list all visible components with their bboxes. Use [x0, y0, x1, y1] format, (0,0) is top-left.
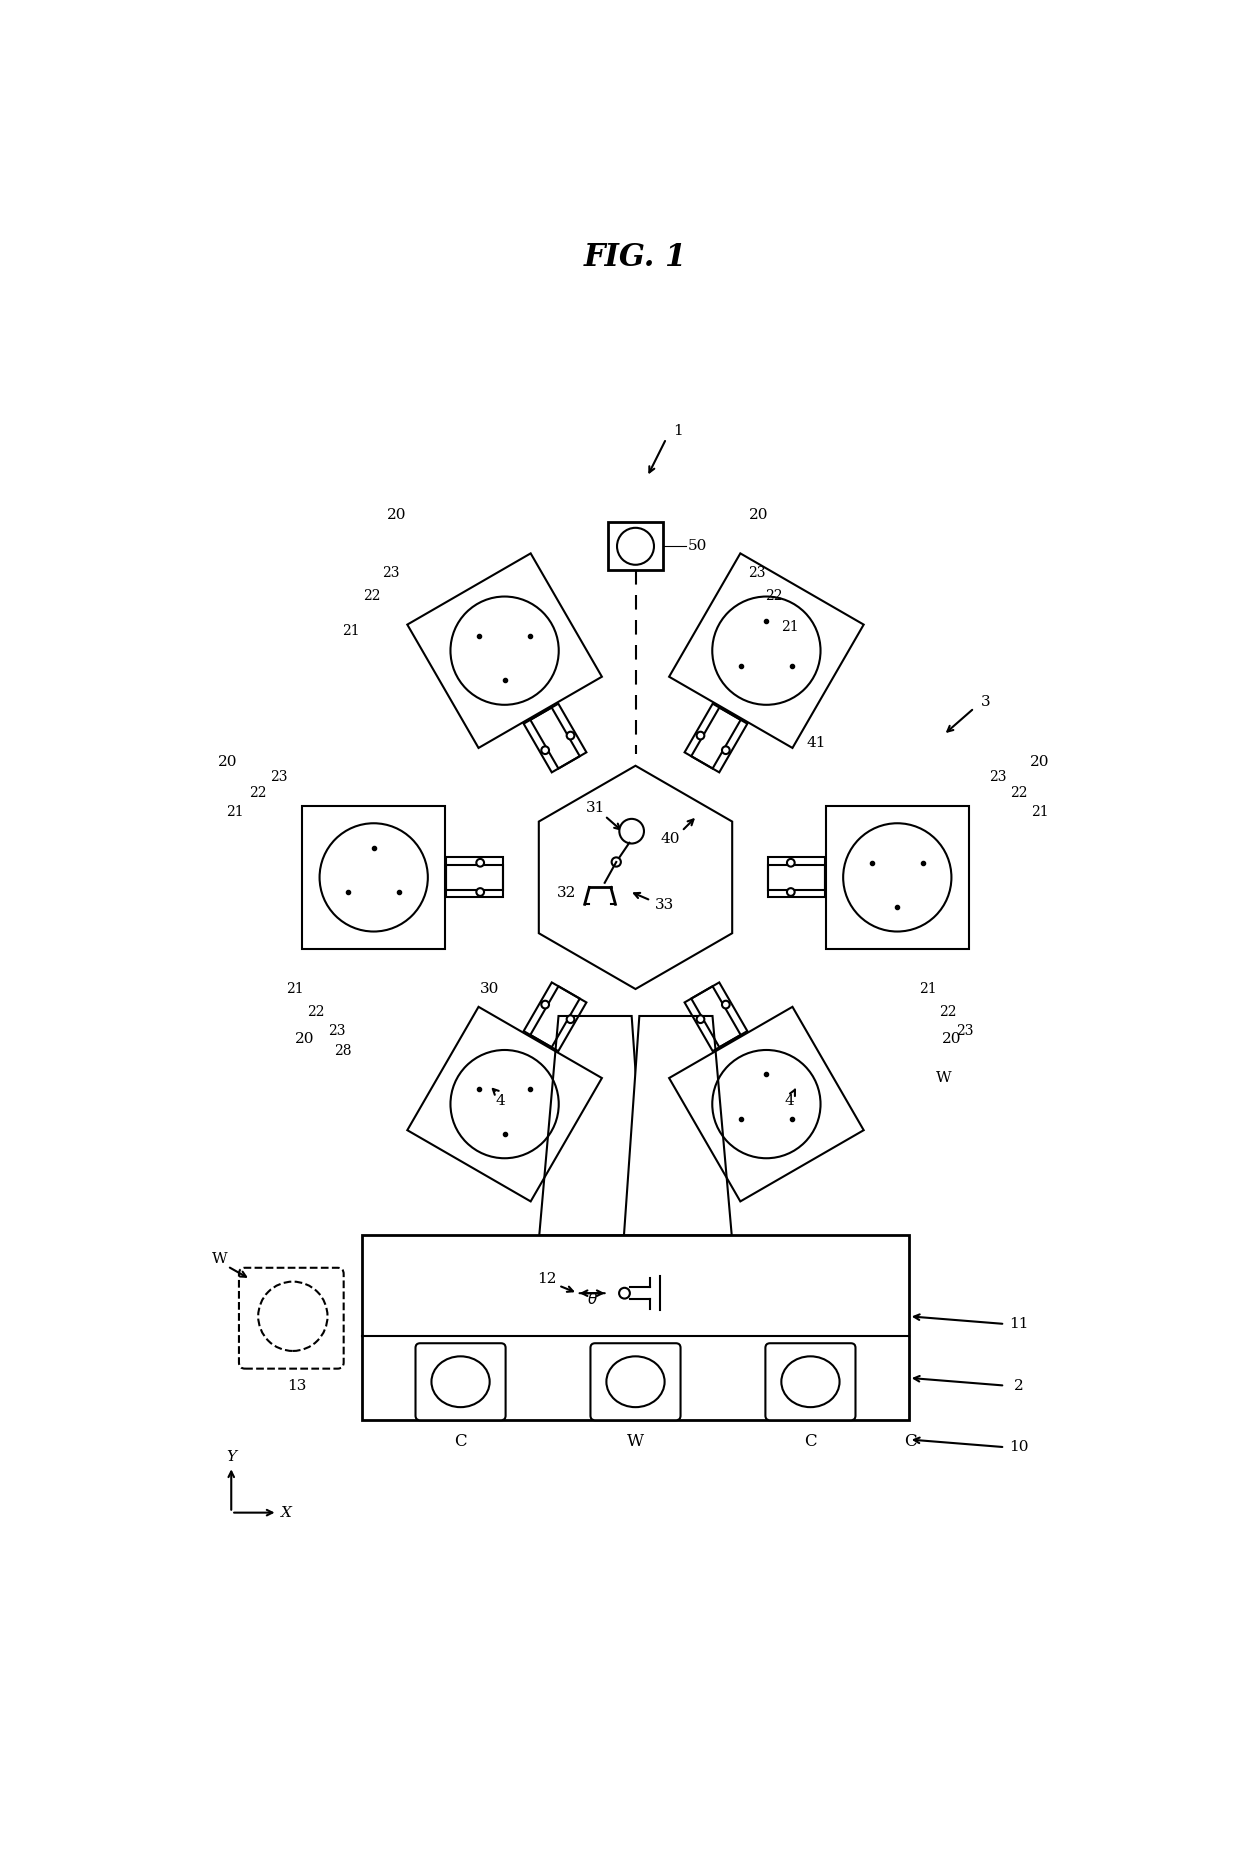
Text: 22: 22: [249, 785, 267, 800]
Text: 23: 23: [749, 566, 766, 579]
Text: 23: 23: [382, 566, 399, 579]
Text: 22: 22: [939, 1005, 956, 1020]
Text: 23: 23: [988, 770, 1006, 785]
Text: FIG. 1: FIG. 1: [584, 242, 687, 274]
Circle shape: [619, 1288, 630, 1299]
Bar: [608, 522, 663, 570]
Text: 20: 20: [218, 755, 237, 768]
Circle shape: [787, 859, 795, 866]
Text: 33: 33: [655, 898, 675, 913]
Text: 23: 23: [329, 1024, 346, 1038]
Circle shape: [567, 731, 574, 739]
Text: 20: 20: [749, 509, 769, 522]
Text: 21: 21: [342, 624, 360, 639]
Bar: [362, 1235, 909, 1420]
FancyBboxPatch shape: [590, 1344, 681, 1420]
Text: 20: 20: [295, 1033, 314, 1046]
Text: 31: 31: [585, 801, 605, 814]
Text: 21: 21: [781, 620, 799, 635]
Text: 12: 12: [537, 1272, 557, 1286]
Circle shape: [476, 859, 484, 866]
Text: 10: 10: [1009, 1440, 1029, 1455]
Text: W: W: [627, 1433, 644, 1451]
FancyBboxPatch shape: [765, 1344, 856, 1420]
Text: 40: 40: [661, 831, 680, 846]
Circle shape: [697, 1016, 704, 1024]
Circle shape: [722, 746, 729, 753]
Text: 23: 23: [270, 770, 288, 785]
Text: 41: 41: [807, 735, 826, 750]
Text: 50: 50: [687, 539, 707, 553]
Text: C: C: [804, 1433, 817, 1451]
Text: 32: 32: [557, 887, 575, 900]
Circle shape: [787, 888, 795, 896]
Text: 13: 13: [286, 1379, 306, 1392]
Circle shape: [611, 857, 621, 866]
Text: 4: 4: [785, 1094, 795, 1107]
Circle shape: [722, 1001, 729, 1009]
Text: 21: 21: [286, 983, 304, 996]
Circle shape: [697, 731, 704, 739]
Text: 20: 20: [387, 509, 407, 522]
Text: 22: 22: [1011, 785, 1028, 800]
Text: X: X: [281, 1505, 293, 1520]
Text: 11: 11: [1009, 1318, 1029, 1331]
Circle shape: [618, 528, 653, 565]
Text: 21: 21: [1030, 805, 1049, 818]
Text: 21: 21: [226, 805, 244, 818]
Text: 4: 4: [496, 1094, 506, 1107]
Text: 20: 20: [1030, 755, 1049, 768]
Circle shape: [476, 888, 484, 896]
Text: C: C: [454, 1433, 467, 1451]
Text: 2: 2: [1014, 1379, 1024, 1392]
Text: 23: 23: [956, 1024, 973, 1038]
Circle shape: [542, 746, 549, 753]
Text: 30: 30: [480, 983, 498, 996]
Text: H: H: [624, 535, 647, 559]
FancyBboxPatch shape: [239, 1268, 343, 1368]
Polygon shape: [624, 1016, 732, 1235]
Text: 20: 20: [941, 1033, 961, 1046]
Text: 22: 22: [765, 589, 782, 603]
Circle shape: [542, 1001, 549, 1009]
Circle shape: [619, 818, 644, 844]
Text: W: W: [936, 1070, 951, 1085]
Text: $\theta$: $\theta$: [587, 1290, 598, 1307]
Text: Y: Y: [226, 1449, 237, 1464]
Text: C: C: [904, 1433, 916, 1451]
FancyBboxPatch shape: [415, 1344, 506, 1420]
Text: 21: 21: [919, 983, 937, 996]
Text: 3: 3: [981, 694, 991, 709]
Polygon shape: [539, 1016, 647, 1235]
Circle shape: [567, 1016, 574, 1024]
Text: 28: 28: [334, 1044, 352, 1057]
Text: 22: 22: [363, 589, 381, 603]
Text: 22: 22: [308, 1005, 325, 1020]
Text: W: W: [212, 1251, 227, 1266]
Text: 1: 1: [673, 424, 683, 439]
